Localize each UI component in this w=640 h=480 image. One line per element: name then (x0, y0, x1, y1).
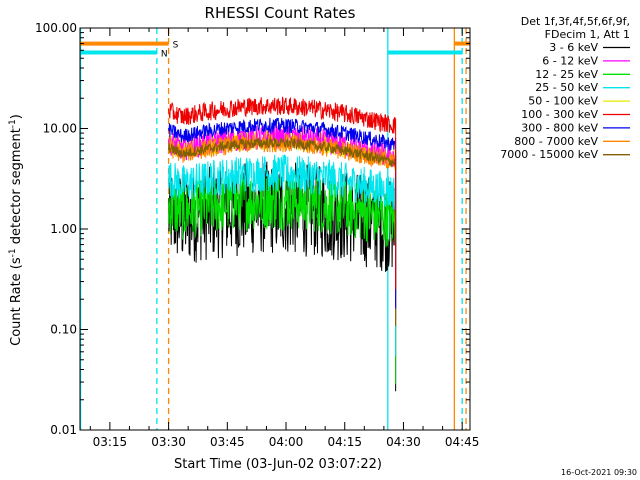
plot-area: SN (79, 28, 470, 430)
legend-label-2: 12 - 25 keV (535, 68, 598, 81)
x-tick-label-4: 04:15 (327, 435, 362, 449)
x-tick-label-0: 03:15 (93, 435, 128, 449)
flag-label-N: N (161, 50, 168, 60)
y-tick-label-1: 0.10 (50, 323, 77, 337)
x-axis-label: Start Time (03-Jun-02 03:07:22) (174, 457, 382, 472)
legend-label-8: 7000 - 15000 keV (500, 148, 598, 161)
x-tick-label-1: 03:30 (151, 435, 186, 449)
y-tick-label-3: 10.00 (43, 122, 77, 136)
series-line-8 (168, 136, 397, 167)
legend: Det 1f,3f,4f,5f,6f,9f,FDecim 1, Att 13 -… (500, 15, 630, 161)
legend-label-1: 6 - 12 keV (542, 54, 598, 67)
chart-title: RHESSI Count Rates (205, 4, 356, 22)
y-tick-label-2: 1.00 (50, 222, 77, 236)
x-tick-label-6: 04:45 (445, 435, 480, 449)
x-tick-label-5: 04:30 (386, 435, 421, 449)
legend-label-3: 25 - 50 keV (535, 81, 598, 94)
legend-header-0: Det 1f,3f,4f,5f,6f,9f, (521, 15, 630, 28)
legend-label-7: 800 - 7000 keV (514, 135, 598, 148)
x-tick-label-3: 04:00 (269, 435, 304, 449)
legend-label-4: 50 - 100 keV (528, 95, 598, 108)
legend-label-0: 3 - 6 keV (549, 41, 598, 54)
legend-label-6: 300 - 800 keV (521, 121, 598, 134)
plot-frame (79, 27, 471, 431)
axes: 0.01 0.10 1.00 10.00 100.00 03:15 03:30 03:45 04… (35, 21, 479, 449)
x-tick-label-2: 03:45 (210, 435, 245, 449)
series-line-6 (168, 117, 397, 151)
series-line-5 (168, 96, 397, 135)
legend-label-5: 100 - 300 keV (521, 108, 598, 121)
series-line-7 (168, 133, 397, 170)
legend-header-1: FDecim 1, Att 1 (545, 28, 630, 41)
footer-timestamp: 16-Oct-2021 09:30 (561, 468, 637, 477)
series-line-2 (168, 173, 397, 248)
y-axis-label: Count Rate (s-1 detector segment-1) (8, 114, 24, 346)
y-tick-label-4: 100.00 (35, 21, 77, 35)
y-tick-label-0: 0.01 (50, 423, 77, 437)
flag-label-S: S (173, 41, 179, 51)
series-line-3 (168, 154, 397, 210)
